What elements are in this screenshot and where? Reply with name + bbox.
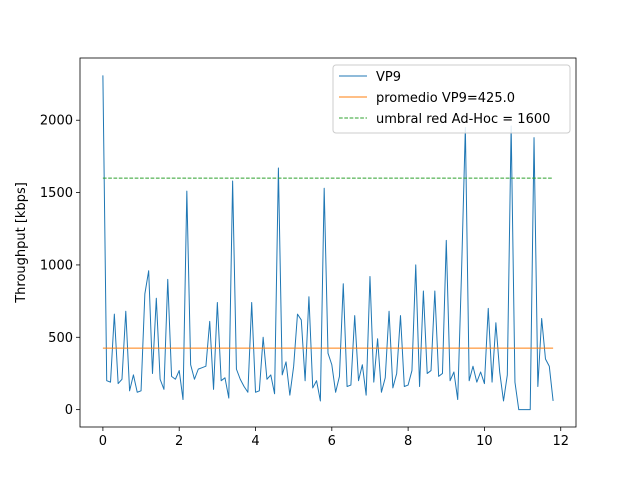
y-tick-label: 500 — [48, 331, 73, 346]
legend-box — [332, 64, 571, 134]
x-tick-label: 0 — [99, 434, 107, 449]
y-tick-label: 0 — [65, 403, 73, 418]
series-line-0 — [102, 75, 554, 411]
legend-label-0: VP9 — [376, 70, 401, 85]
y-tick-label: 2000 — [40, 114, 73, 129]
x-tick-label: 4 — [251, 434, 259, 449]
axes: 0 2 4 6 8 10 12 0 500 1000 1500 2000 Throughput [kbp… — [14, 57, 577, 449]
x-tick-label: 6 — [328, 434, 336, 449]
plot-frame — [79, 57, 577, 428]
x-tick-label: 8 — [404, 434, 412, 449]
legend: VP9 promedio VP9=425.0 umbral red Ad-Hoc =… — [332, 64, 571, 134]
x-tick-label: 10 — [476, 434, 493, 449]
plot-lines — [102, 75, 554, 411]
y-axis-label: Throughput [kbps] — [14, 182, 29, 304]
x-tick-label: 2 — [175, 434, 183, 449]
y-tick-label: 1000 — [40, 258, 73, 273]
legend-label-2: umbral red Ad-Hoc = 1600 — [376, 112, 550, 127]
x-tick-label: 12 — [552, 434, 569, 449]
y-tick-label: 1500 — [40, 186, 73, 201]
legend-label-1: promedio VP9=425.0 — [376, 91, 515, 106]
